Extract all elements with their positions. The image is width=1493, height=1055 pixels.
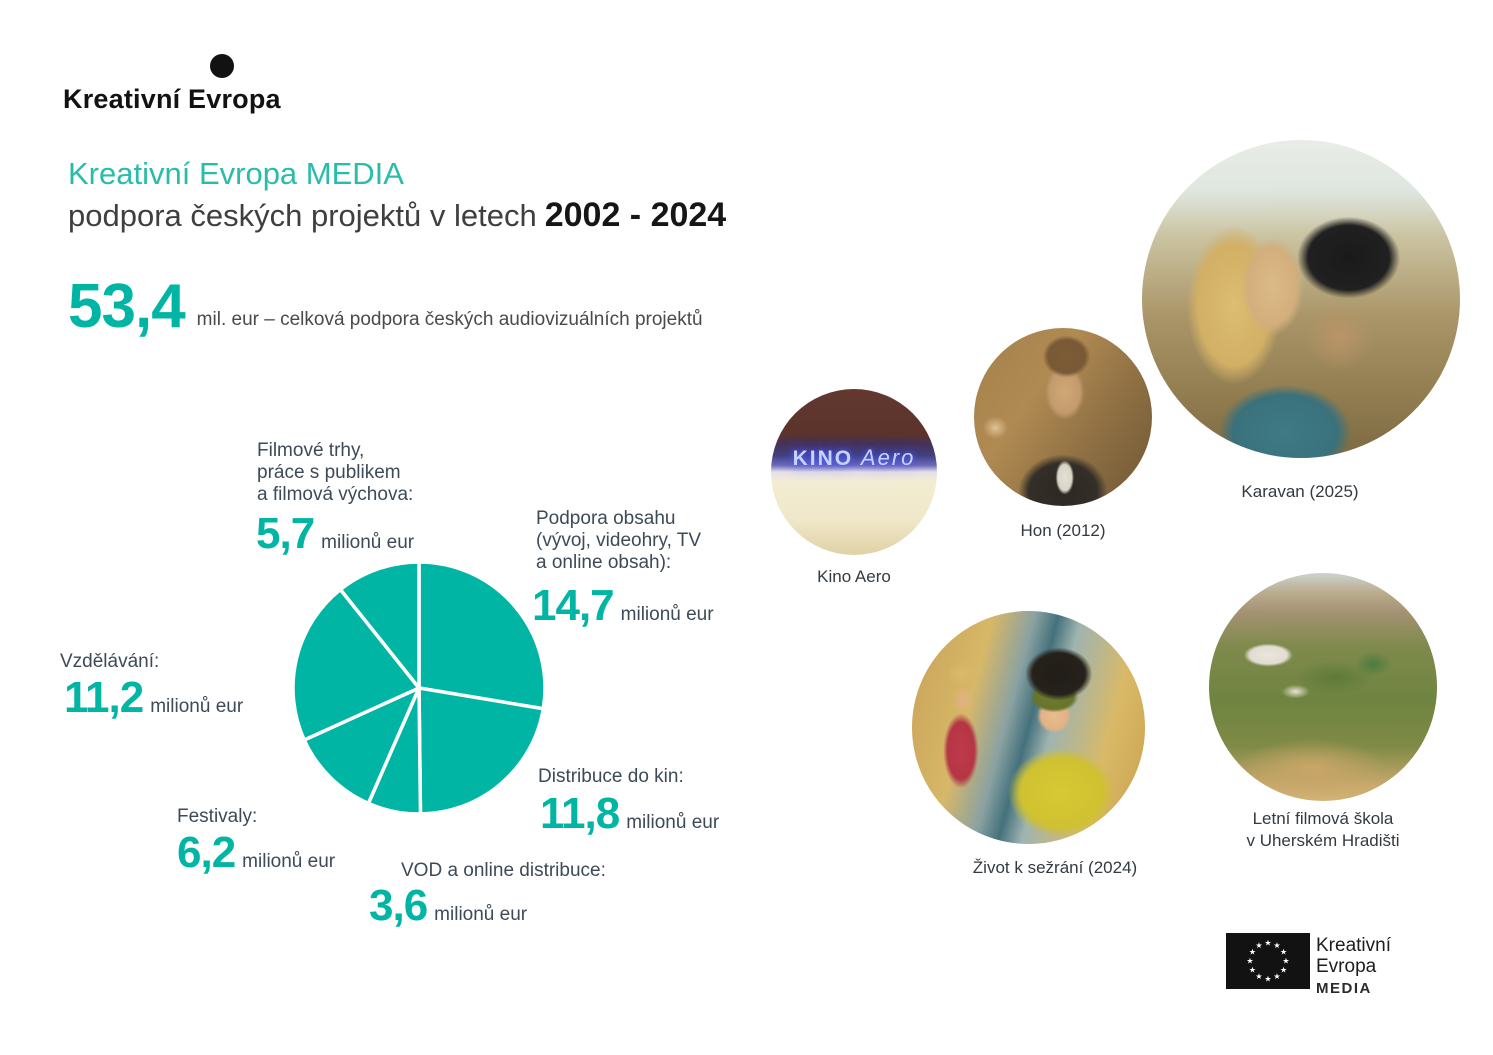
value-vzdelavani: 11,2 milionů eur bbox=[64, 673, 244, 722]
eu-star-icon: ★ bbox=[1273, 972, 1280, 981]
photo-karavan bbox=[1142, 140, 1460, 458]
eu-star-icon: ★ bbox=[1282, 957, 1289, 966]
pie-slice bbox=[291, 587, 421, 742]
eu-star-icon: ★ bbox=[1280, 948, 1287, 957]
value-distribuce: 11,8 milionů eur bbox=[540, 789, 720, 838]
eu-star-icon: ★ bbox=[1255, 941, 1262, 950]
caption-kino-aero: Kino Aero bbox=[817, 567, 891, 586]
value-filmove-trhy: 5,7 milionů eur bbox=[256, 509, 415, 558]
photo-kino-aero: KINO Aero bbox=[771, 389, 937, 555]
caption-zivot-k-sezrani: Život k sežrání (2024) bbox=[972, 858, 1138, 877]
total-value: 53,4 bbox=[68, 272, 186, 341]
pie-slice bbox=[302, 686, 421, 806]
brand-dot-icon bbox=[210, 54, 234, 78]
eu-star-icon: ★ bbox=[1280, 966, 1287, 975]
eu-star-icon: ★ bbox=[1264, 975, 1271, 984]
photo-letni-filmova-skola bbox=[1209, 573, 1437, 801]
footer-logo-text: Kreativní Evropa MEDIA bbox=[1316, 935, 1391, 997]
eu-flag-stars-icon: ★ ★★★★★★★★★★★ bbox=[1246, 939, 1289, 984]
pie-chart bbox=[289, 558, 549, 818]
pie-slice bbox=[417, 560, 547, 711]
eu-flag-icon: ★ ★ ★ ★ ★ ★ ★ ★ ★ ★ ★ ★ bbox=[1226, 933, 1310, 989]
label-podpora-obsahu: Podpora obsahu (vývoj, videohry, TV a on… bbox=[536, 508, 702, 573]
footer-media-logotype: MEDIA bbox=[1316, 980, 1372, 997]
photo-hon bbox=[974, 328, 1152, 506]
page-title-line2: podpora českých projektů v letech 2002 - … bbox=[68, 196, 726, 235]
value-vod: 3,6 milionů eur bbox=[369, 881, 528, 930]
kino-aero-neon-sign: KINO Aero bbox=[792, 445, 916, 470]
eu-star-icon: ★ bbox=[1249, 966, 1256, 975]
eu-star-icon: ★ bbox=[1255, 972, 1262, 981]
eu-star-icon: ★ bbox=[1249, 948, 1256, 957]
label-vod: VOD a online distribuce: bbox=[401, 860, 606, 881]
pie-chart-svg bbox=[291, 560, 547, 816]
page-title-years: 2002 - 2024 bbox=[544, 196, 727, 234]
page-title-line1: Kreativní Evropa MEDIA bbox=[68, 156, 404, 191]
eu-star-icon: ★ bbox=[1246, 957, 1253, 966]
photo-zivot-k-sezrani bbox=[912, 611, 1145, 844]
caption-letni-filmova-skola: Letní filmová škola v Uherském Hradišti bbox=[1246, 809, 1400, 850]
label-filmove-trhy: Filmové trhy, práce s publikem a filmová… bbox=[257, 440, 414, 505]
label-festivaly: Festivaly: bbox=[177, 806, 258, 827]
label-distribuce: Distribuce do kin: bbox=[538, 766, 684, 787]
caption-hon: Hon (2012) bbox=[1020, 521, 1106, 540]
caption-karavan: Karavan (2025) bbox=[1241, 482, 1359, 501]
total-stat: 53,4 mil. eur – celková podpora českých … bbox=[68, 272, 703, 341]
pie-slice bbox=[417, 686, 546, 816]
label-vzdelavani: Vzdělávání: bbox=[60, 651, 160, 672]
value-festivaly: 6,2 milionů eur bbox=[177, 828, 336, 877]
page-title-subtitle: podpora českých projektů v letech bbox=[68, 198, 537, 233]
eu-star-icon: ★ bbox=[1273, 941, 1280, 950]
total-caption: mil. eur – celková podpora českých audio… bbox=[196, 308, 703, 330]
value-podpora-obsahu: 14,7 milionů eur bbox=[532, 581, 714, 630]
brand-name: Kreativní Evropa bbox=[63, 84, 281, 114]
pie-slice bbox=[338, 560, 421, 690]
eu-star-icon: ★ bbox=[1264, 939, 1271, 948]
